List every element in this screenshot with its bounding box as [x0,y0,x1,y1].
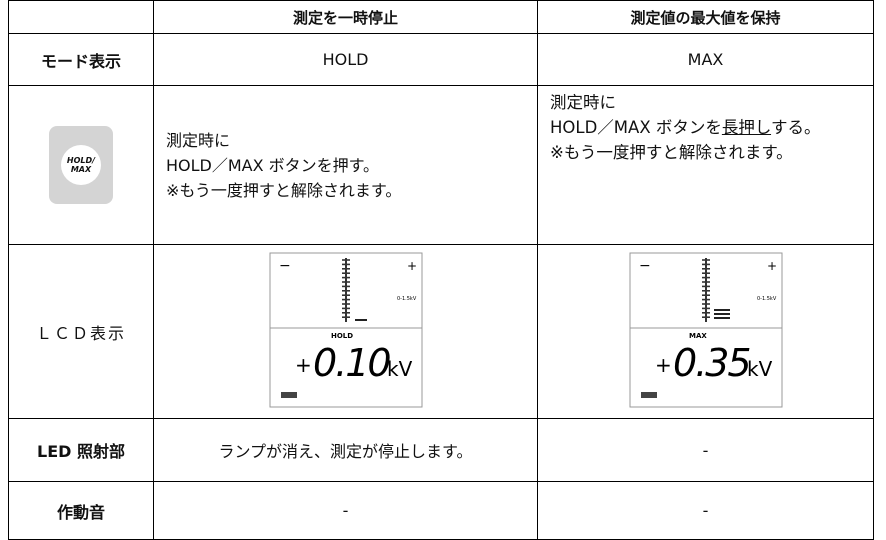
lcd-unit: kV [387,357,413,381]
text-line: ※もう一度押すと解除されます。 [550,143,793,162]
underlined-text: 長押し [721,118,772,137]
text-line: ※もう一度押すと解除されます。 [166,180,402,200]
lcd-sign: + [295,353,312,377]
row-label: LED 照射部 [8,418,154,482]
led-cell: ランプが消え、測定が停止します。 [153,418,538,482]
lcd-range: 0-1.5kV [757,296,777,302]
sound-cell: - [153,481,538,540]
text-cell: 測定時に HOLD／MAX ボタンを押す。 ※もう一度押すと解除されます。 [153,85,538,245]
row-label: ＬＣＤ表示 [8,244,154,419]
text-part: HOLD／MAX ボタンを [550,118,722,137]
text-cell: 測定時に HOLD／MAX ボタンを長押しする。 ※もう一度押すと解除されます。 [537,85,874,245]
lcd-cell: − +0-1.5kV MAX +0.35 kV [537,244,874,419]
lcd-minus: − [279,258,291,274]
text-line: 測定時に [550,93,616,112]
lcd-range: 0-1.5kV [397,296,417,302]
text-line: 測定時に [166,130,231,150]
button-face: HOLD/MAX [61,145,101,185]
icon-cell: HOLD/MAX [8,85,154,245]
row-label: モード表示 [8,33,154,86]
lcd-reading: 0.10 [313,341,390,385]
led-cell: - [537,418,874,482]
lcd-indicator: HOLD [331,332,353,340]
mode-cell: HOLD [153,33,538,86]
sound-cell: - [537,481,874,540]
column-header: 測定値の最大値を保持 [537,0,874,34]
lcd-indicator: MAX [689,332,707,340]
comparison-table: 測定を一時停止 測定値の最大値を保持 モード表示 HOLD MAX HOLD/M… [8,0,874,540]
lcd-minus: − [639,258,651,274]
lcd-plus: + [767,259,777,273]
corner-cell [8,0,154,34]
lcd-battery [640,391,657,398]
row-label: 作動音 [8,481,154,540]
icon-text: MAX [70,165,92,174]
lcd-battery [280,391,297,398]
icon-text: HOLD/ [66,156,96,165]
lcd-cell: − +0-1.5kV HOLD +0.10 kV [153,244,538,419]
text-line: HOLD／MAX ボタンを長押しする。 [550,115,868,140]
column-header: 測定を一時停止 [153,0,538,34]
text-line: HOLD／MAX ボタンを押す。 [166,155,380,175]
lcd-unit: kV [747,357,773,381]
lcd-sign: + [655,353,672,377]
lcd-plus: + [407,259,417,273]
button-icon: HOLD/MAX [49,126,113,204]
text-part: する。 [771,118,821,137]
mode-cell: MAX [537,33,874,86]
lcd-reading: 0.35 [673,341,750,385]
